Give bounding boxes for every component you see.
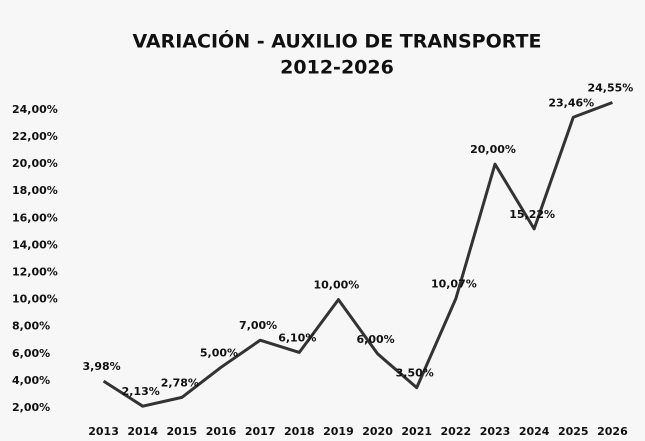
x-tick-label: 2025 [558,425,589,438]
value-label: 24,55% [588,81,634,94]
x-tick-label: 2019 [323,425,354,438]
value-label: 5,00% [200,346,238,359]
y-tick-label: 2,00% [12,401,50,414]
x-tick-label: 2021 [401,425,432,438]
y-tick-label: 18,00% [12,184,58,197]
value-label: 23,46% [548,96,594,109]
value-label: 6,10% [278,331,316,344]
x-tick-label: 2017 [245,425,276,438]
value-label: 3,50% [396,367,434,380]
y-tick-label: 22,00% [12,130,58,143]
y-tick-label: 12,00% [12,265,58,278]
value-label: 15,22% [509,208,555,221]
x-tick-label: 2016 [206,425,237,438]
chart: VARIACIÓN - AUXILIO DE TRANSPORTE 2012-2… [0,0,645,441]
y-tick-label: 8,00% [12,320,50,333]
y-tick-label: 14,00% [12,238,58,251]
y-tick-label: 16,00% [12,211,58,224]
y-tick-label: 20,00% [12,157,58,170]
value-label: 10,07% [431,278,477,291]
x-tick-label: 2024 [519,425,550,438]
value-label: 2,78% [161,376,199,389]
chart-subtitle: 2012-2026 [280,57,394,79]
y-tick-label: 10,00% [12,293,58,306]
value-label: 10,00% [314,279,360,292]
value-label: 2,13% [122,385,160,398]
x-tick-label: 2013 [88,425,119,438]
y-tick-label: 24,00% [12,103,58,116]
value-label: 20,00% [470,143,516,156]
y-tick-label: 4,00% [12,374,50,387]
x-tick-label: 2018 [284,425,315,438]
value-label: 6,00% [356,333,394,346]
y-tick-label: 6,00% [12,347,50,360]
x-tick-label: 2022 [441,425,472,438]
x-tick-label: 2014 [127,425,158,438]
x-tick-label: 2023 [480,425,511,438]
value-label: 3,98% [82,360,120,373]
value-label: 7,00% [239,319,277,332]
x-tick-label: 2015 [167,425,198,438]
x-tick-label: 2026 [597,425,628,438]
chart-title: VARIACIÓN - AUXILIO DE TRANSPORTE [133,29,542,53]
x-tick-label: 2020 [362,425,393,438]
